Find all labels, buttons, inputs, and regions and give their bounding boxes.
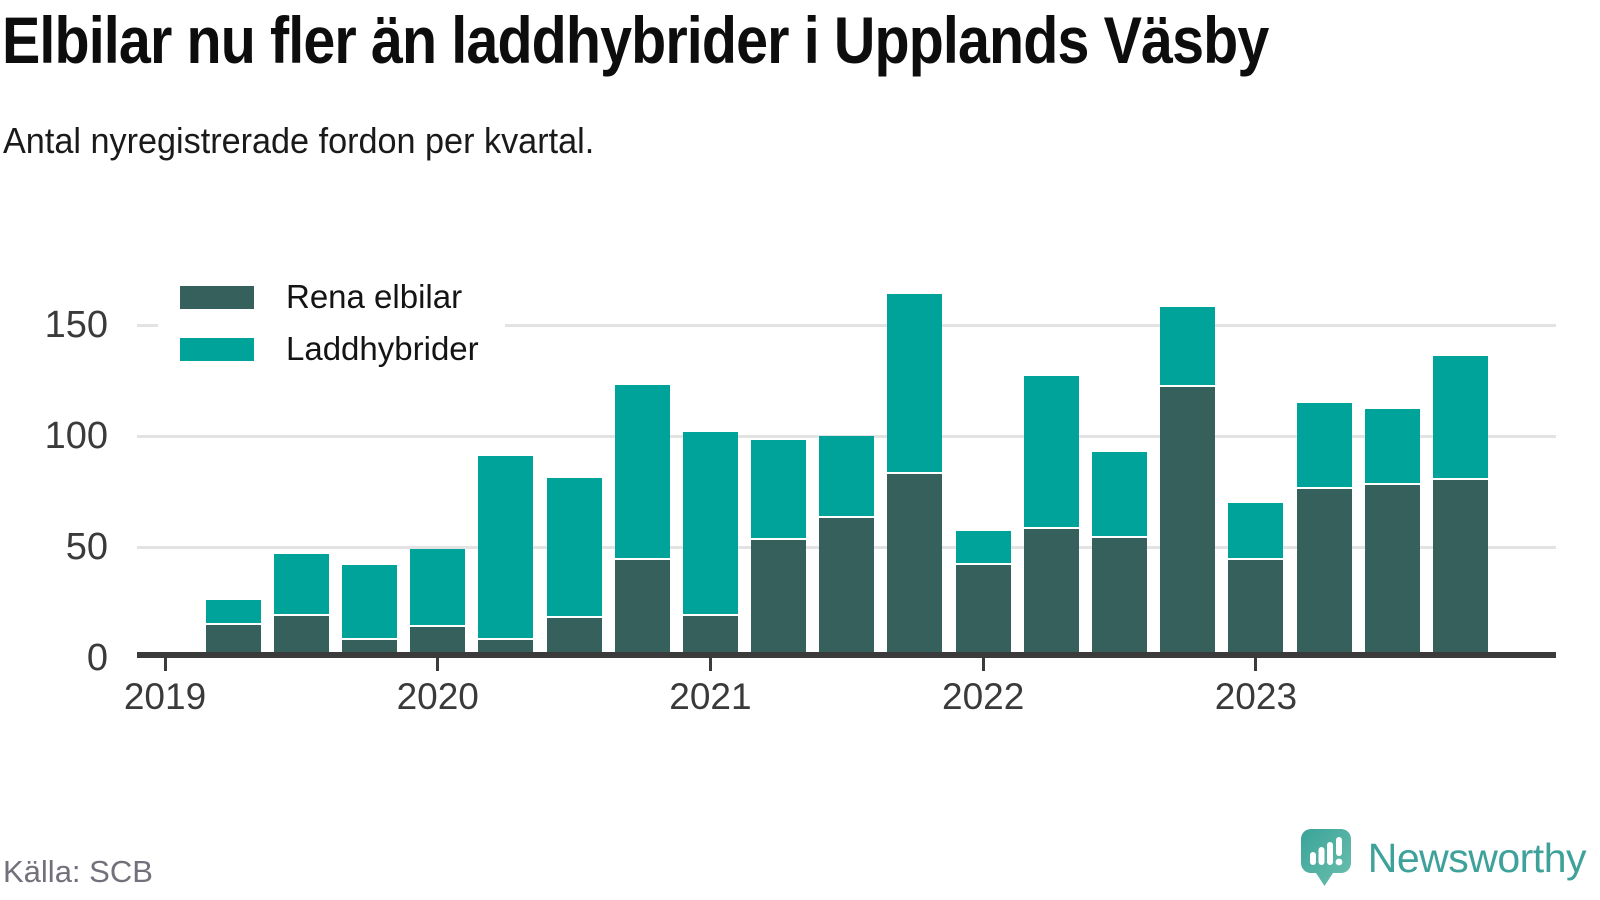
bar-2020-Q4-laddhybrider (614, 384, 670, 559)
y-axis-tick-label: 50 (65, 526, 108, 568)
bar-2022-Q3-rena-elbilar (1092, 538, 1148, 658)
bar-2023-Q3-laddhybrider (1364, 409, 1420, 483)
bar-2023-Q4-laddhybrider (1432, 356, 1488, 479)
brand-name: Newsworthy (1367, 834, 1587, 881)
bar-2020-Q4-rena-elbilar (614, 560, 670, 658)
bar-2021-Q1-laddhybrider (682, 431, 738, 614)
bar-2022-Q1-rena-elbilar (955, 564, 1011, 658)
bar-2020-Q2-laddhybrider (478, 456, 534, 639)
legend-swatch-teal (180, 337, 254, 361)
chart-title: Elbilar nu fler än laddhybrider i Upplan… (2, 3, 1269, 77)
x-axis-tick-label: 2021 (669, 676, 752, 717)
bar-2020-Q1-laddhybrider (410, 549, 466, 625)
bar-2022-Q3-laddhybrider (1092, 451, 1148, 537)
bar-2023-Q2-rena-elbilar (1296, 489, 1352, 658)
gridline-100 (137, 434, 1556, 438)
x-axis-line (137, 652, 1556, 658)
legend-item-rena-elbilar: Rena elbilar (180, 278, 479, 316)
bar-2023-Q2-laddhybrider (1296, 402, 1352, 488)
bar-2021-Q4-rena-elbilar (887, 473, 943, 658)
x-axis-tick (981, 658, 985, 671)
legend-label: Rena elbilar (286, 278, 463, 315)
bar-2021-Q2-rena-elbilar (751, 540, 807, 658)
bar-2021-Q3-laddhybrider (819, 436, 875, 517)
x-axis-tick-label: 2019 (123, 676, 207, 717)
newsworthy-speech-bubble-chart-icon (1300, 828, 1352, 888)
bar-2022-Q2-rena-elbilar (1023, 529, 1079, 658)
x-axis-tick-label: 2023 (1214, 676, 1298, 717)
legend-swatch-dark-teal (180, 285, 254, 309)
bar-2021-Q1-rena-elbilar (682, 615, 738, 658)
legend-label: Laddhybrider (286, 330, 479, 367)
y-axis-tick-label: 0 (86, 637, 108, 679)
bar-2022-Q4-laddhybrider (1160, 307, 1216, 386)
x-axis-tick (163, 658, 167, 671)
source-credit: Källa: SCB (3, 854, 153, 889)
x-axis-tick (708, 658, 712, 671)
bar-2019-Q2-laddhybrider (205, 600, 261, 623)
legend-item-laddhybrider: Laddhybrider (180, 330, 479, 368)
bar-2019-Q4-laddhybrider (342, 564, 398, 639)
y-axis-tick-label: 100 (44, 415, 108, 457)
bar-2019-Q3-laddhybrider (273, 553, 329, 614)
brand-footer: Newsworthy (1300, 828, 1587, 888)
x-axis-tick-label: 2022 (942, 676, 1025, 717)
bar-2020-Q3-rena-elbilar (546, 618, 602, 658)
bar-2019-Q3-rena-elbilar (273, 615, 329, 658)
bar-2021-Q2-laddhybrider (751, 440, 807, 539)
chart-subtitle: Antal nyregistrerade fordon per kvartal. (3, 120, 595, 161)
x-axis-tick (436, 658, 440, 671)
bar-2023-Q4-rena-elbilar (1432, 480, 1488, 658)
bar-2022-Q4-rena-elbilar (1160, 387, 1216, 658)
bar-2020-Q3-laddhybrider (546, 478, 602, 617)
gridline-150 (137, 323, 1556, 327)
bar-2023-Q1-laddhybrider (1228, 502, 1284, 559)
bar-2021-Q3-rena-elbilar (819, 518, 875, 658)
x-axis-tick-label: 2020 (396, 676, 479, 717)
legend: Rena elbilar Laddhybrider (158, 264, 505, 382)
bar-2023-Q3-rena-elbilar (1364, 484, 1420, 658)
bar-2023-Q1-rena-elbilar (1228, 560, 1284, 658)
y-axis-tick-label: 150 (44, 304, 108, 346)
x-axis-tick (1254, 658, 1258, 671)
bar-2022-Q1-laddhybrider (955, 531, 1011, 563)
bar-2021-Q4-laddhybrider (887, 293, 943, 472)
bar-2022-Q2-laddhybrider (1023, 376, 1079, 528)
